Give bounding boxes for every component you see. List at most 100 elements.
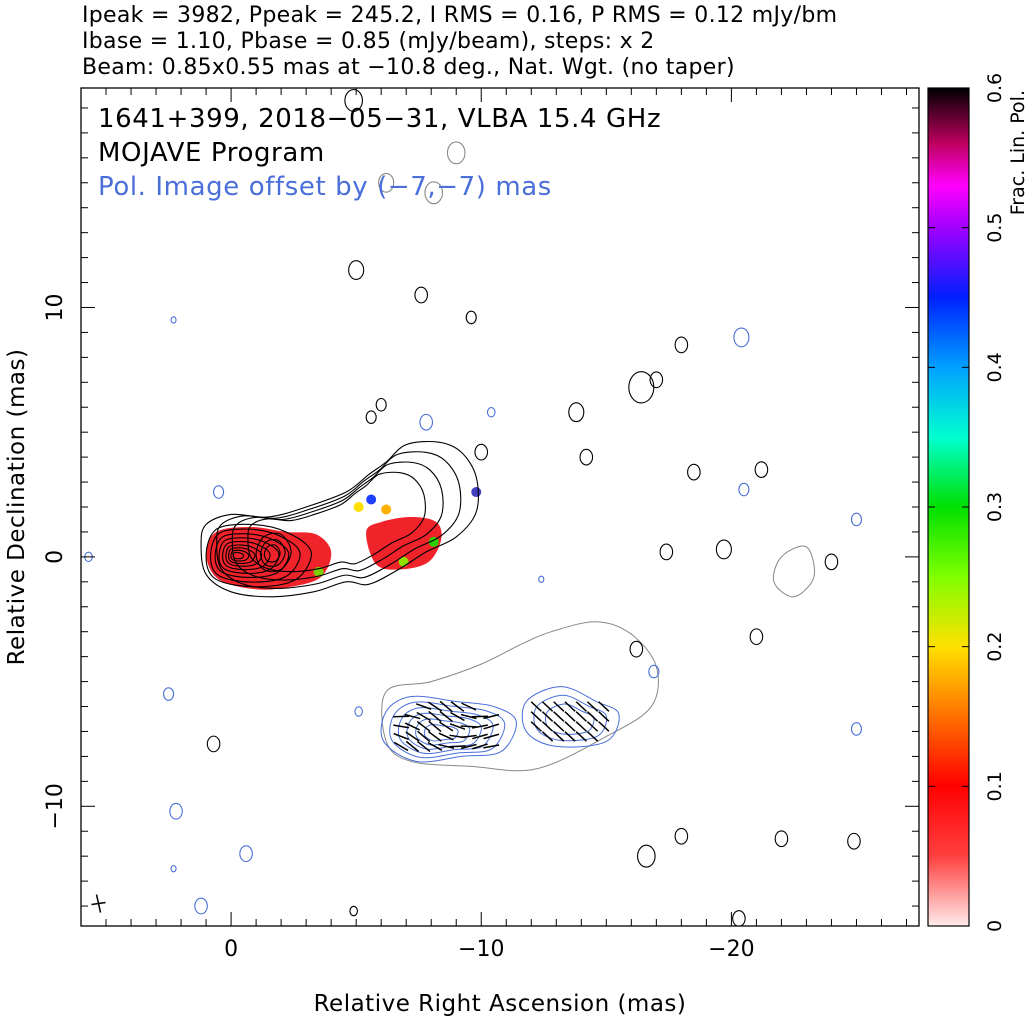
frac-pol-patch (206, 526, 332, 590)
x-tick-label: −10 (458, 937, 504, 962)
noise-contour (474, 443, 489, 461)
evpa-tick (417, 730, 431, 743)
grey-contour (772, 545, 815, 598)
evpa-tick (471, 724, 488, 729)
core-contour (218, 537, 280, 574)
noise-contour (774, 830, 789, 848)
plot-area (84, 88, 863, 926)
evpa-tick (483, 723, 500, 730)
beam-major-axis (95, 894, 102, 913)
intensity-contour (231, 461, 444, 581)
noise-contour (674, 336, 689, 354)
noise-contour (344, 88, 363, 112)
frac-pol-patch (366, 516, 442, 570)
y-tick-label: −10 (43, 783, 68, 829)
evpa-tick (449, 745, 466, 748)
core-contour (225, 544, 263, 567)
axis-tick-marks (80, 88, 919, 926)
evpa-tick (416, 740, 431, 753)
evpa-tick (586, 721, 599, 732)
evpa-tick (586, 711, 599, 722)
noise-contour (628, 371, 655, 404)
frac-pol-spot (353, 502, 364, 512)
evpa-tick (541, 731, 554, 742)
evpa-tick (450, 701, 465, 712)
pol-offset-annotation: Pol. Image offset by (−7,−7) mas (98, 172, 552, 202)
pol-contour (533, 694, 608, 742)
noise-contour (629, 640, 644, 658)
evpa-tick (460, 725, 477, 728)
colorbar-tick-label: 0.1 (984, 771, 1006, 801)
evpa-tick (416, 721, 431, 732)
evpa-tick (472, 733, 488, 740)
evpa-tick (575, 731, 587, 742)
noise-contour (375, 397, 387, 412)
noise-contour (674, 827, 689, 845)
noise-contour (378, 172, 395, 193)
knot-contour (260, 539, 286, 567)
evpa-tick (575, 711, 587, 722)
noise-contour (568, 402, 585, 423)
x-axis-label: Relative Right Ascension (mas) (314, 991, 687, 1017)
core-contour (232, 551, 245, 560)
noise-contour (206, 735, 221, 753)
x-tick-labels: 0 −10 −20 (224, 937, 755, 962)
evpa-tick (530, 711, 542, 722)
evpa-tick (428, 731, 442, 742)
evpa-tick (598, 711, 610, 722)
evpa-tick (438, 743, 455, 750)
frac-pol-spot (471, 487, 482, 498)
y-axis-label: Relative Declination (mas) (4, 349, 30, 666)
noise-contour (847, 832, 861, 850)
evpa-tick (553, 711, 565, 722)
pol-contour (389, 701, 506, 759)
evpa-tick (428, 710, 442, 723)
colorbar-ticks: 0 0.1 0.2 0.3 0.4 0.5 0.6 (928, 73, 1006, 932)
noise-contour (579, 448, 594, 466)
y-tick-labels: 10 0 −10 (43, 293, 68, 829)
evpa-tick (438, 732, 454, 741)
noise-contour (424, 181, 444, 205)
evpa-tick (439, 721, 454, 732)
y-tick-label: 0 (43, 550, 68, 564)
noise-contour (715, 539, 732, 560)
noise-contour (738, 482, 750, 497)
header-line-1: Ipeak = 3982, Ppeak = 245.2, I RMS = 0.1… (82, 3, 837, 28)
noise-contour (687, 463, 701, 481)
intensity-contour (216, 451, 462, 589)
evpa-tick (393, 741, 409, 752)
colorbar-tick-label: 0 (984, 920, 1006, 932)
colorbar-label: Frac. Lin. Pol. (1007, 90, 1027, 215)
evpa-tick (405, 731, 420, 742)
evpa-tick (450, 711, 465, 722)
knot-contour (255, 532, 292, 572)
evpa-tick (530, 701, 542, 712)
noise-contour (213, 485, 225, 499)
core-contour (222, 540, 271, 571)
evpa-tick (553, 701, 565, 712)
evpa-tick (416, 711, 432, 722)
source-annotation: 1641+399, 2018−05−31, VLBA 15.4 GHz (98, 104, 661, 134)
colorbar-tick-label: 0.3 (984, 492, 1006, 522)
evpa-vectors (393, 700, 610, 753)
noise-contour (732, 910, 746, 926)
evpa-tick (472, 743, 488, 750)
colorbar-tick-label: 0.4 (984, 352, 1006, 382)
noise-contour (850, 512, 863, 527)
fractional-polarization-image (206, 487, 482, 590)
header-line-2: Ibase = 1.10, Pbase = 0.85 (mJy/beam), s… (82, 29, 655, 54)
noise-contour (465, 310, 477, 325)
evpa-tick (405, 740, 420, 753)
pol-contour (380, 695, 517, 763)
evpa-tick (564, 721, 576, 732)
noise-contour (170, 864, 177, 873)
evpa-tick (471, 715, 489, 718)
pol-contour (423, 724, 459, 742)
evpa-tick (415, 703, 432, 710)
beam-marker (91, 894, 106, 913)
y-tick-label: 10 (43, 293, 68, 321)
evpa-tick (393, 732, 409, 740)
evpa-tick (460, 734, 477, 739)
noise-contour (170, 316, 177, 324)
evpa-tick (483, 713, 500, 720)
